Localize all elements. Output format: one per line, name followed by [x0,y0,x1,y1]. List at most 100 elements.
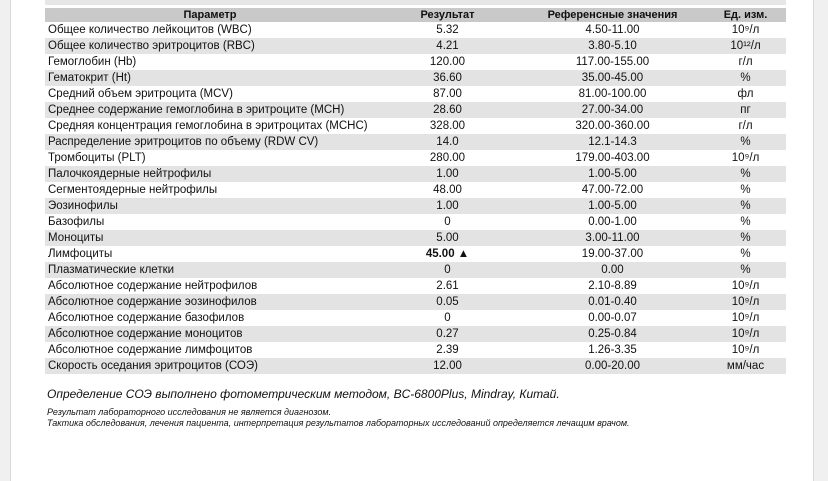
value-cell: 4.50-11.00 [585,23,640,36]
value-cell: 0.27 [375,326,520,342]
value-cell: 5.32 [436,23,459,36]
parameter-cell: Скорость оседания эритроцитов (СОЭ) [45,358,375,374]
value-cell: 117.00-155.00 [575,55,650,68]
value-cell: 45.00 ▲ [425,247,470,260]
note: Тактика обследования, лечения пациента, … [47,418,630,428]
value-cell: 1.00-5.00 [520,198,705,214]
parameter-cell: Среднее содержание гемоглобина в эритроц… [45,102,375,118]
value-cell: 0.01-0.40 [520,294,705,310]
parameter-cell: Средний объем эритроцита (MCV) [48,87,233,100]
table-row: Средняя концентрация гемоглобина в эритр… [45,118,786,134]
parameter-cell: Плазматические клетки [45,262,375,278]
results-table: Параметр Результат Референсные значения Ед.… [45,8,786,374]
value-cell: 0 [444,215,451,228]
value-cell: 1.00 [375,166,520,182]
value-cell: г/л [738,55,753,68]
value-cell: % [740,183,751,196]
value-cell: 0.25-0.84 [520,326,705,342]
value-cell: 10¹²/л [705,38,786,54]
parameter-cell: Абсолютное содержание эозинофилов [45,294,375,310]
value-cell: 10⁹/л [731,23,760,36]
value-cell: 0.05 [375,294,520,310]
frame [0,0,11,481]
value-cell: 0 [375,262,520,278]
value-cell: 10⁹/л [705,326,786,342]
parameter-cell: Базофилы [48,215,105,228]
table-row: Сегментоядерные нейтрофилы 48.00 47.00-72.… [45,182,786,198]
value-cell: 10⁹/л [731,151,760,164]
value-cell: 120.00 [429,55,466,68]
table-row: Гемоглобин (Hb) 120.00 117.00-155.00 г/л [45,54,786,70]
value-cell: 0.00-20.00 [520,358,705,374]
table-row: Средний объем эритроцита (MCV) 87.00 81.00… [45,86,786,102]
parameter-cell: Общее количество эритроцитов (RBC) [45,38,375,54]
value-cell: 2.10-8.89 [588,279,637,292]
value-cell: 1.00-5.00 [520,166,705,182]
value-cell: 320.00-360.00 [575,119,650,132]
value-cell: фл [737,87,754,100]
value-cell: мм/час [705,358,786,374]
value-cell: 10⁹/л [731,279,760,292]
previous-row [45,0,786,5]
value-cell: % [705,262,786,278]
header-cell: Результат [375,8,520,22]
table-row: Абсолютное содержание лимфоцитов 2.39 1.26… [45,342,786,358]
header-cell: Параметр [45,8,375,22]
value-cell: 3.00-11.00 [520,230,705,246]
note: Результат лабораторного исследования не … [47,407,332,417]
value-cell: 1.26-3.35 [588,343,637,356]
parameter-cell: Сегментоядерные нейтрофилы [48,183,218,196]
table-row: Общее количество лейкоцитов (WBC) 5.32 4.5… [45,22,786,38]
table-row: Тромбоциты (PLT) 280.00 179.00-403.00 10⁹/л [45,150,786,166]
header-row: Параметр Результат Референсные значения Ед.… [45,8,786,22]
value-cell: 14.0 [375,134,520,150]
value-cell: 179.00-403.00 [575,151,650,164]
value-cell: 81.00-100.00 [578,87,647,100]
value-cell: 0.00-1.00 [588,215,637,228]
value-cell: 4.21 [375,38,520,54]
parameter-cell: Распределение эритроцитов по объему (RDW… [45,134,375,150]
value-cell: 0.00-0.07 [588,311,637,324]
value-cell: % [705,230,786,246]
parameter-cell: Эозинофилы [45,198,375,214]
frame [813,0,828,481]
value-cell: % [705,134,786,150]
table-row: Плазматические клетки 0 0.00% [45,262,786,278]
parameter-cell: Средняя концентрация гемоглобина в эритр… [48,119,368,132]
value-cell: 2.39 [436,343,459,356]
parameter-cell: Лимфоциты [48,247,113,260]
parameter-cell: Общее количество лейкоцитов (WBC) [48,23,252,36]
value-cell: 36.60 [375,70,520,86]
value-cell: 2.61 [436,279,459,292]
table-row: Абсолютное содержание нейтрофилов 2.61 2.1… [45,278,786,294]
parameter-cell: Палочкоядерные нейтрофилы [45,166,375,182]
table-row: Гематокрит (Ht) 36.60 35.00-45.00% [45,70,786,86]
value-cell: 28.60 [375,102,520,118]
header-cell: Референсные значения [520,8,705,22]
value-cell: 47.00-72.00 [581,183,644,196]
value-cell: 1.00 [375,198,520,214]
value-cell: 27.00-34.00 [520,102,705,118]
value-cell: 12.00 [375,358,520,374]
value-cell: 0 [444,311,451,324]
table-row: Среднее содержание гемоглобина в эритроц… [45,102,786,118]
value-cell: 87.00 [433,87,462,100]
value-cell: 0.00 [520,262,705,278]
value-cell: % [740,247,751,260]
header-cell: Ед. изм. [705,8,786,22]
value-cell: % [705,198,786,214]
parameter-cell: Моноциты [45,230,375,246]
value-cell: 19.00-37.00 [581,247,644,260]
parameter-cell: Абсолютное содержание моноцитов [45,326,375,342]
table-row: Моноциты 5.00 3.00-11.00% [45,230,786,246]
value-cell: 10⁹/л [705,294,786,310]
value-cell: 35.00-45.00 [520,70,705,86]
value-cell: 48.00 [433,183,462,196]
table-row: Абсолютное содержание моноцитов 0.27 0.25-… [45,326,786,342]
table-row: Скорость оседания эритроцитов (СОЭ) 12.00… [45,358,786,374]
table-row: Абсолютное содержание базофилов 0 0.00-0.0… [45,310,786,326]
value-cell: г/л [738,119,753,132]
value-cell: 10⁹/л [731,311,760,324]
parameter-cell: Абсолютное содержание базофилов [48,311,245,324]
